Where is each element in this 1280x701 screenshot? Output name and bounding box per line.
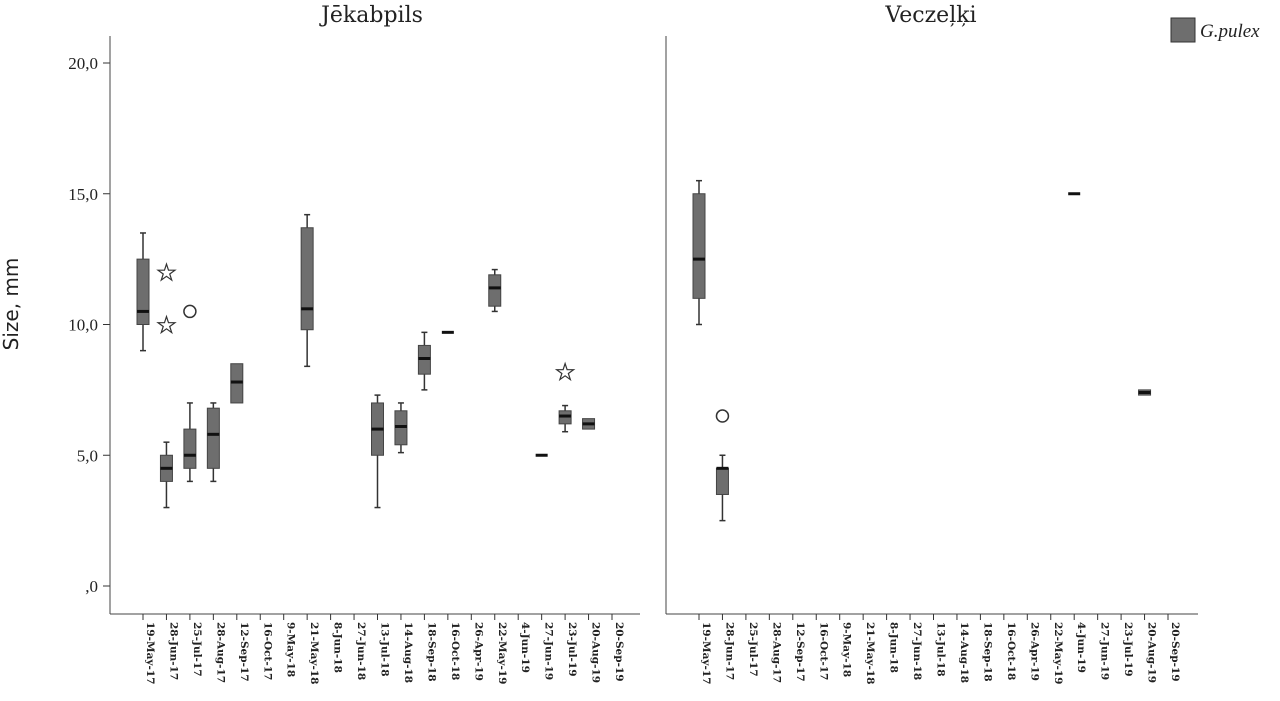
x-tick-label: 27-Jun-18 bbox=[355, 622, 367, 680]
box-22-May-19 bbox=[488, 268, 502, 313]
x-tick-label: 9-May-18 bbox=[285, 622, 297, 677]
box-19-May-17 bbox=[692, 179, 706, 326]
box-20-Aug-19 bbox=[582, 418, 596, 430]
box-21-May-18 bbox=[300, 213, 314, 368]
box-13-Jul-18 bbox=[371, 394, 384, 509]
x-tick-label: 8-Jun-18 bbox=[888, 622, 900, 673]
x-tick-label: 16-Oct-18 bbox=[1005, 622, 1017, 680]
x-tick-label: 21-May-18 bbox=[864, 622, 876, 684]
x-tick-label: 14-Aug-18 bbox=[958, 622, 970, 683]
x-tick-label: 27-Jun-18 bbox=[911, 622, 923, 680]
x-tick-label: 26-Apr-19 bbox=[1028, 622, 1040, 681]
x-tick-label: 23-Jul-19 bbox=[1122, 622, 1134, 677]
x-tick-label: 22-May-19 bbox=[496, 622, 508, 684]
x-tick-label: 28-Jun-17 bbox=[723, 622, 735, 680]
x-tick-label: 18-Sep-18 bbox=[981, 622, 993, 682]
y-tick-label: 5,0 bbox=[77, 446, 98, 465]
box-19-May-17 bbox=[136, 232, 150, 352]
outlier-star: ★ bbox=[555, 361, 575, 386]
x-tick-label: 13-Jul-18 bbox=[379, 622, 391, 677]
x-tick-label: 20-Sep-19 bbox=[613, 622, 625, 682]
box-iqr bbox=[300, 227, 314, 331]
x-tick-label: 28-Aug-17 bbox=[214, 622, 226, 683]
box-iqr bbox=[715, 467, 729, 495]
x-tick-label: 20-Aug-19 bbox=[1146, 622, 1158, 683]
outlier-star: ★ bbox=[157, 261, 177, 286]
x-tick-label: 22-May-19 bbox=[1052, 622, 1064, 684]
x-tick-label: 14-Aug-18 bbox=[402, 622, 414, 683]
legend-label: G.pulex bbox=[1200, 21, 1260, 42]
box-23-Jul-19 bbox=[558, 404, 572, 433]
box-20-Aug-19 bbox=[1138, 389, 1152, 396]
y-tick-label: 15,0 bbox=[68, 185, 98, 204]
y-tick-label: ,0 bbox=[85, 577, 98, 596]
x-tick-label: 4-Jun-19 bbox=[519, 622, 531, 673]
x-tick-label: 27-Jun-19 bbox=[1099, 622, 1111, 680]
x-tick-label: 25-Jul-17 bbox=[747, 622, 759, 677]
box-28-Jun-17 bbox=[715, 454, 729, 522]
x-tick-label: 19-May-17 bbox=[144, 622, 156, 684]
y-tick-label: 20,0 bbox=[68, 54, 98, 73]
box-28-Aug-17 bbox=[206, 402, 220, 483]
box-iqr bbox=[692, 193, 706, 299]
box-18-Sep-18 bbox=[417, 331, 431, 391]
box-iqr bbox=[136, 258, 150, 325]
y-tick-label: 10,0 bbox=[68, 316, 98, 335]
x-tick-label: 23-Jul-19 bbox=[566, 622, 578, 677]
x-tick-label: 13-Jul-18 bbox=[935, 622, 947, 677]
x-tick-label: 18-Sep-18 bbox=[425, 622, 437, 682]
x-tick-label: 19-May-17 bbox=[700, 622, 712, 684]
box-iqr bbox=[183, 428, 197, 469]
x-tick-label: 16-Oct-18 bbox=[449, 622, 461, 680]
x-tick-label: 20-Sep-19 bbox=[1169, 622, 1181, 682]
outlier-circle bbox=[183, 304, 197, 319]
y-axis: ,0 5,0 10,0 15,0 20,0 bbox=[68, 54, 110, 596]
x-tick-label: 4-Jun-19 bbox=[1075, 622, 1087, 673]
x-tick-label: 28-Jun-17 bbox=[167, 622, 179, 680]
x-tick-label: 28-Aug-17 bbox=[770, 622, 782, 683]
x-tick-label: 26-Apr-19 bbox=[472, 622, 484, 681]
x-tick-label: 20-Aug-19 bbox=[590, 622, 602, 683]
panel-title: Veczeļķi bbox=[884, 3, 976, 28]
x-tick-label: 9-May-18 bbox=[841, 622, 853, 677]
x-tick-label: 12-Sep-17 bbox=[238, 622, 250, 682]
outlier-circle bbox=[715, 409, 730, 423]
box-12-Sep-17 bbox=[230, 363, 244, 404]
box-iqr bbox=[206, 407, 220, 469]
panel-left: Jēkabpils 19-May-17 28-Jun-17 25-Jul-17 28-A… bbox=[109, 3, 640, 684]
box-25-Jul-17 bbox=[183, 402, 197, 483]
legend-swatch bbox=[1170, 17, 1196, 43]
box-iqr bbox=[488, 274, 502, 307]
x-tick-label: 25-Jul-17 bbox=[191, 622, 203, 677]
outlier-star: ★ bbox=[157, 314, 177, 339]
legend: G.pulex bbox=[1170, 17, 1260, 43]
x-tick-label: 16-Oct-17 bbox=[261, 622, 273, 680]
panel-right: Veczeļķi 19-May-17 28-Jun-17 25-Jul-17 28-Au… bbox=[665, 3, 1198, 684]
x-tick-label: 16-Oct-17 bbox=[817, 622, 829, 680]
x-tick-label: 12-Sep-17 bbox=[794, 622, 806, 682]
x-tick-label: 27-Jun-19 bbox=[543, 622, 555, 680]
x-tick-label: 8-Jun-18 bbox=[332, 622, 344, 673]
y-axis-label: Size, mm bbox=[0, 258, 23, 351]
panel-title: Jēkabpils bbox=[319, 3, 423, 28]
box-14-Aug-18 bbox=[394, 402, 408, 454]
x-tick-label: 21-May-18 bbox=[308, 622, 320, 684]
box-28-Jun-17 bbox=[159, 441, 173, 509]
